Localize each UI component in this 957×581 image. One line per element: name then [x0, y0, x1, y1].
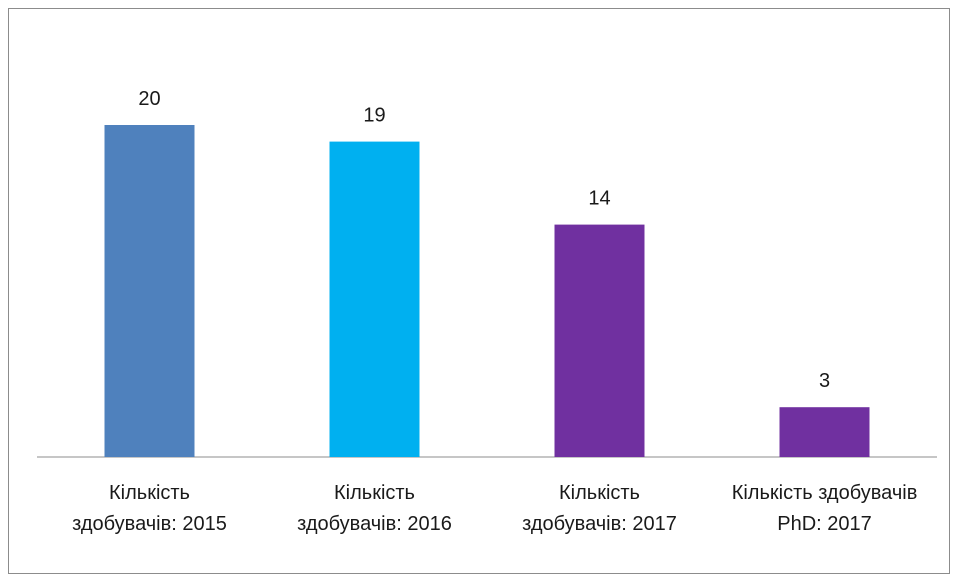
data-label: 19 [363, 105, 385, 127]
chart-frame [8, 8, 950, 574]
x-tick-label: Кількість здобувачів PhD: 2017 [731, 482, 918, 535]
data-label: 14 [588, 188, 610, 210]
bar [779, 407, 870, 457]
x-tick-label: Кількість здобувачів: 2015 [72, 482, 227, 535]
x-tick-label: Кількість здобувачів: 2016 [297, 482, 452, 535]
data-label: 3 [819, 370, 830, 392]
bar [104, 125, 195, 457]
bar [554, 224, 645, 457]
data-label: 20 [138, 88, 160, 110]
bar [329, 141, 420, 457]
x-tick-label: Кількість здобувачів: 2017 [522, 482, 677, 535]
